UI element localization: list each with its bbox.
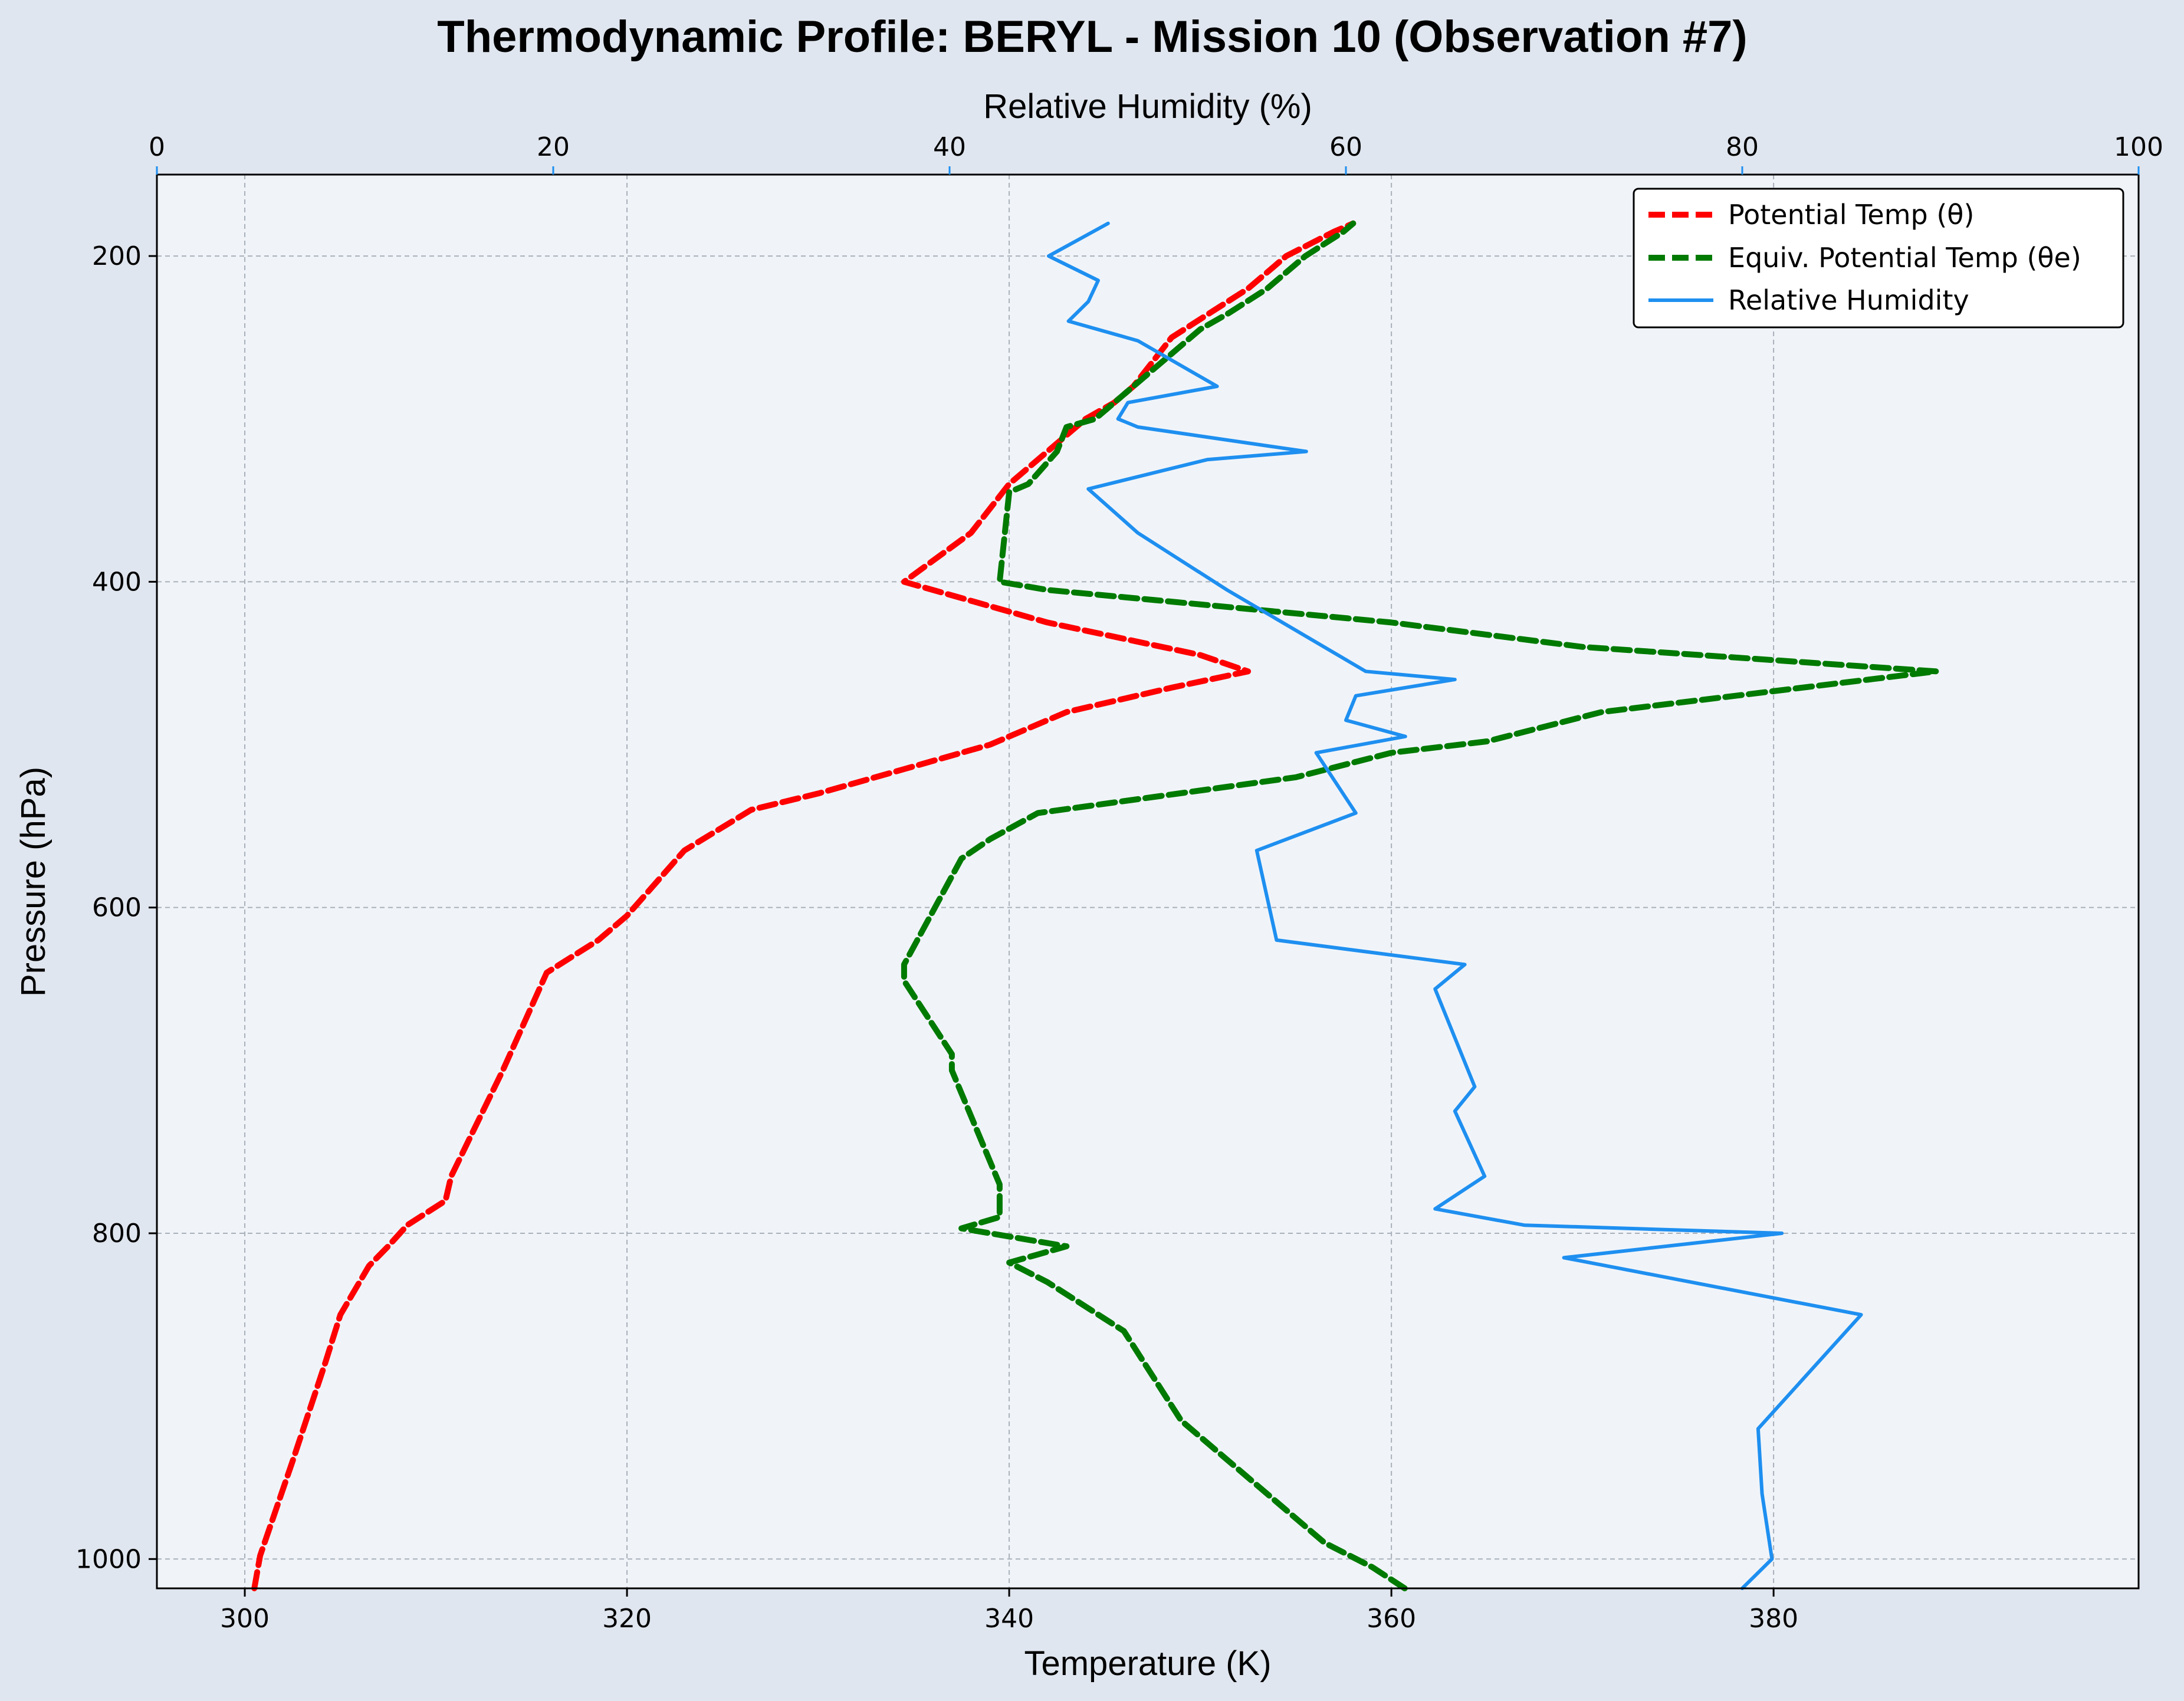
- plot-frame: [156, 173, 2140, 1590]
- x2-tick-label: 20: [537, 132, 570, 162]
- relative-humidity-series-line: [1047, 221, 1863, 1590]
- y-tick-label: 400: [92, 567, 142, 597]
- y-axis-label: Pressure (hPa): [14, 767, 52, 997]
- y-tick-label: 1000: [75, 1544, 142, 1574]
- y-tick-label: 800: [92, 1219, 142, 1249]
- x-tick-label: 300: [220, 1604, 270, 1634]
- x-tick-label: 340: [984, 1604, 1034, 1634]
- x-axis-label: Temperature (K): [1024, 1644, 1271, 1683]
- legend-label-relative-humidity: Relative Humidity: [1728, 284, 1969, 316]
- legend-label-theta: Potential Temp (θ): [1728, 199, 1974, 231]
- y-tick-label: 600: [92, 893, 142, 923]
- axis-ticks: 300 320 340 360 380 200 400 600 800 1000 0 20 40 60 80…: [75, 132, 2163, 1634]
- legend-box: [1633, 188, 2124, 329]
- x2-tick-label: 60: [1329, 132, 1362, 162]
- grid-lines: [157, 175, 2139, 1588]
- chart-title: Thermodynamic Profile: BERYL - Mission 1…: [437, 12, 1747, 62]
- x-tick-label: 380: [1749, 1604, 1798, 1634]
- y-tick-label: 200: [92, 241, 142, 271]
- series-lines: [251, 220, 1939, 1591]
- theta-series-line: [251, 220, 1357, 1591]
- legend: Potential Temp (θ) Equiv. Potential Temp…: [1633, 188, 2124, 329]
- humidity-axis-label: Relative Humidity (%): [983, 87, 1312, 126]
- x-tick-label: 320: [602, 1604, 652, 1634]
- plot-area: [157, 175, 2139, 1588]
- x-tick-label: 360: [1367, 1604, 1416, 1634]
- x2-tick-label: 40: [933, 132, 966, 162]
- theta-e-series-line: [901, 220, 1939, 1591]
- x2-tick-label: 100: [2114, 132, 2163, 162]
- legend-label-theta-e: Equiv. Potential Temp (θe): [1728, 242, 2081, 274]
- x2-tick-label: 0: [149, 132, 165, 162]
- x2-tick-label: 80: [1726, 132, 1759, 162]
